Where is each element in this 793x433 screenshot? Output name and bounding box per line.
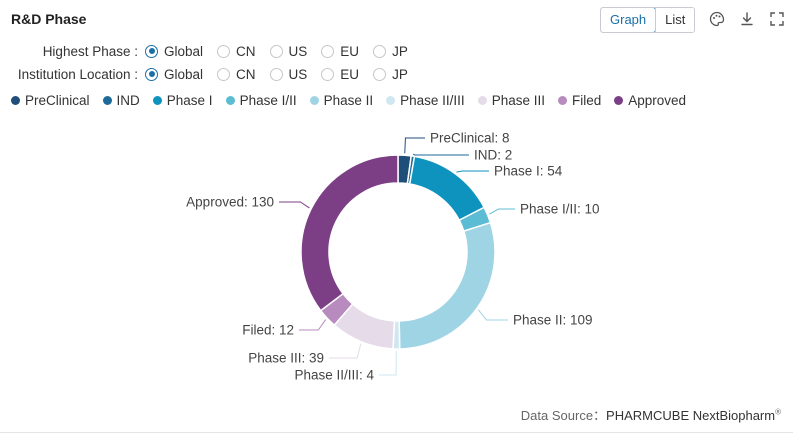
data-label-approved: Approved: 130 — [186, 195, 274, 210]
data-label-filed: Filed: 12 — [242, 323, 294, 338]
legend-item-approved[interactable]: Approved — [614, 93, 686, 108]
legend-swatch — [386, 96, 396, 105]
leader-line — [329, 343, 362, 359]
legend-label: Filed — [571, 93, 602, 108]
highest-phase-filter: Highest Phase : Global CN US EU JP — [0, 41, 422, 61]
legend-item-ind[interactable]: IND — [102, 93, 140, 108]
view-toggle: Graph List — [600, 7, 696, 33]
legend-label: Phase II — [323, 93, 374, 108]
leader-line — [404, 137, 425, 154]
data-label-phase-i-ii: Phase I/II: 10 — [520, 202, 600, 217]
leader-line — [477, 309, 508, 321]
leader-line — [412, 153, 469, 156]
palette-icon[interactable] — [708, 10, 726, 28]
data-label-phase-i: Phase I: 54 — [494, 164, 563, 179]
highest-phase-global-radio[interactable]: Global — [145, 44, 203, 59]
legend-label: Phase I — [166, 93, 213, 108]
legend-item-phase-i[interactable]: Phase I — [152, 93, 213, 108]
slice-phase-i[interactable] — [408, 155, 486, 222]
legend-swatch — [477, 96, 487, 105]
legend-swatch — [152, 96, 162, 105]
legend-item-phase-ii[interactable]: Phase II — [309, 93, 374, 108]
institution-jp-radio[interactable]: JP — [373, 67, 408, 82]
highest-phase-jp-radio[interactable]: JP — [373, 44, 408, 59]
list-button[interactable]: List — [655, 8, 695, 32]
institution-us-radio[interactable]: US — [269, 67, 307, 82]
legend-label: Approved — [628, 93, 687, 108]
legend-label: Phase I/II — [239, 93, 297, 108]
legend-item-preclinical[interactable]: PreClinical — [11, 93, 90, 108]
legend-label: Phase II/III — [400, 93, 465, 108]
institution-cn-radio[interactable]: CN — [217, 67, 256, 82]
data-label-phase-iii: Phase III: 39 — [248, 351, 324, 366]
data-label-phase-ii: Phase II: 109 — [513, 313, 593, 328]
leader-line — [279, 201, 310, 209]
legend-swatch — [614, 96, 624, 105]
legend-swatch — [11, 96, 20, 105]
highest-phase-cn-radio[interactable]: CN — [217, 44, 256, 59]
legend-item-phase-i-ii[interactable]: Phase I/II — [225, 93, 297, 108]
legend-swatch — [309, 96, 319, 105]
fullscreen-icon[interactable] — [768, 10, 786, 28]
legend-item-phase-iii[interactable]: Phase III — [477, 93, 545, 108]
data-source: Data Source：PHARMCUBE NextBiopharm® — [521, 405, 781, 424]
chart-legend: PreClinical IND Phase I Phase I/II Phase II P… — [11, 93, 699, 108]
highest-phase-us-radio[interactable]: US — [269, 44, 307, 59]
leader-line — [489, 208, 515, 215]
data-source-label: Data Source： — [520, 408, 607, 423]
leader-line — [379, 350, 397, 376]
leader-line — [299, 319, 327, 331]
data-source-brand: PHARMCUBE NextBiopharm — [606, 408, 776, 423]
slice-approved[interactable] — [300, 154, 399, 312]
download-icon[interactable] — [738, 10, 756, 28]
slice-phase-ii[interactable] — [398, 221, 496, 350]
legend-swatch — [557, 96, 567, 105]
highest-phase-label: Highest Phase : — [42, 43, 138, 59]
institution-global-radio[interactable]: Global — [145, 67, 203, 82]
institution-eu-radio[interactable]: EU — [321, 67, 359, 82]
registered-mark: ® — [775, 407, 781, 417]
legend-swatch — [225, 96, 235, 105]
legend-item-filed[interactable]: Filed — [557, 93, 602, 108]
data-label-ind: IND: 2 — [474, 148, 512, 163]
legend-swatch — [102, 96, 112, 105]
data-label-preclinical: PreClinical: 8 — [430, 131, 510, 146]
legend-label: Phase III — [491, 93, 545, 108]
leader-line — [456, 170, 489, 173]
data-label-phase-ii-iii: Phase II/III: 4 — [294, 368, 374, 383]
highest-phase-eu-radio[interactable]: EU — [321, 44, 359, 59]
institution-location-filter: Institution Location : Global CN US EU J… — [0, 64, 422, 84]
graph-button[interactable]: Graph — [601, 8, 657, 32]
legend-label: PreClinical — [25, 93, 90, 108]
legend-item-phase-ii-iii[interactable]: Phase II/III — [386, 93, 465, 108]
panel-title: R&D Phase — [11, 11, 87, 27]
institution-location-label: Institution Location : — [17, 66, 138, 82]
legend-label: IND — [116, 93, 140, 108]
